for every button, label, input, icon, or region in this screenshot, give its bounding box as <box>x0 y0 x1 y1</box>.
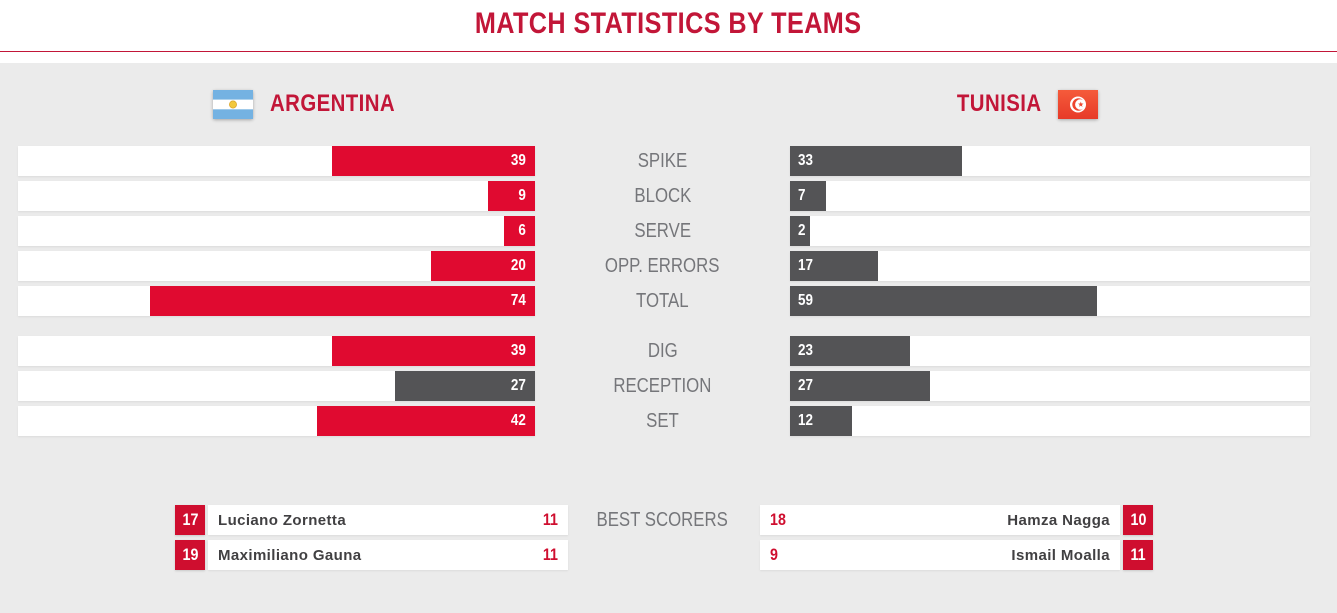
stats-comparison-chart: 39 SPIKE 33 9 BLOCK 7 6 SERVE 2 20 OPP. ERRORS 17 74… <box>18 146 1310 441</box>
scorer-row-maximiliano-gauna: 19 Maximiliano Gauna 11 <box>175 540 568 570</box>
stat-label-set: SET <box>646 410 679 432</box>
tunisia-flag-icon <box>1058 89 1098 119</box>
scorer-strip: 9 Ismail Moalla <box>760 540 1120 570</box>
stat-row-opp-errors: 20 OPP. ERRORS 17 <box>18 251 1310 281</box>
stat-label-reception: RECEPTION <box>613 375 712 397</box>
stat-value-home-serve: 6 <box>518 222 526 239</box>
stat-bar-home-reception: 27 <box>394 371 535 401</box>
scorer-row-hamza-nagga: 18 Hamza Nagga 10 <box>760 505 1153 535</box>
best-scorers-label: BEST SCORERS <box>596 509 729 531</box>
stat-label-total: TOTAL <box>636 290 689 312</box>
stat-track-home-spike: 39 <box>18 146 535 176</box>
team-header-home: ARGENTINA <box>213 89 417 119</box>
stat-track-home-set: 42 <box>18 406 535 436</box>
stat-track-home-block: 9 <box>18 181 535 211</box>
stat-label-block: BLOCK <box>634 185 691 207</box>
stat-label-dig: DIG <box>647 340 678 362</box>
stat-label-opp-errors: OPP. ERRORS <box>605 255 720 277</box>
stat-track-home-serve: 6 <box>18 216 535 246</box>
team-name-home: ARGENTINA <box>270 90 396 117</box>
stat-value-home-spike: 39 <box>511 152 526 169</box>
stat-bar-away-opp-errors: 17 <box>790 251 879 281</box>
jersey-number-badge: 17 <box>175 505 205 535</box>
player-points: 18 <box>770 510 786 529</box>
stat-track-home-dig: 39 <box>18 336 535 366</box>
argentina-flag-icon <box>213 89 253 119</box>
stat-bar-home-dig: 39 <box>332 336 535 366</box>
stat-track-away-spike: 33 <box>790 146 1310 176</box>
stat-track-away-opp-errors: 17 <box>790 251 1310 281</box>
stat-bar-away-dig: 23 <box>790 336 910 366</box>
stat-track-home-reception: 27 <box>18 371 535 401</box>
stat-value-home-reception: 27 <box>511 377 526 394</box>
stat-row-spike: 39 SPIKE 33 <box>18 146 1310 176</box>
player-name: Luciano Zornetta <box>218 511 347 529</box>
stat-value-home-opp-errors: 20 <box>511 257 526 274</box>
stat-track-away-total: 59 <box>790 286 1310 316</box>
stat-track-home-opp-errors: 20 <box>18 251 535 281</box>
stat-value-home-set: 42 <box>511 412 526 429</box>
team-name-away: TUNISIA <box>956 90 1041 117</box>
stat-bar-home-serve: 6 <box>503 216 535 246</box>
stat-row-block: 9 BLOCK 7 <box>18 181 1310 211</box>
stat-track-home-total: 74 <box>18 286 535 316</box>
stat-value-away-dig: 23 <box>798 342 813 359</box>
stat-track-away-reception: 27 <box>790 371 1310 401</box>
stat-bar-away-reception: 27 <box>790 371 931 401</box>
stat-bar-home-set: 42 <box>316 406 535 436</box>
stat-track-away-serve: 2 <box>790 216 1310 246</box>
scorer-strip: Maximiliano Gauna 11 <box>208 540 568 570</box>
player-points: 11 <box>542 545 558 564</box>
title-divider <box>0 51 1337 52</box>
stat-value-home-total: 74 <box>511 292 526 309</box>
player-name: Maximiliano Gauna <box>218 546 362 564</box>
stat-bar-away-total: 59 <box>790 286 1097 316</box>
page-header: MATCH STATISTICS BY TEAMS <box>0 0 1337 51</box>
stat-label-serve: SERVE <box>634 220 691 242</box>
scorer-strip: 18 Hamza Nagga <box>760 505 1120 535</box>
player-name: Hamza Nagga <box>1007 511 1110 529</box>
team-header-away: TUNISIA <box>942 89 1098 119</box>
stat-track-away-block: 7 <box>790 181 1310 211</box>
stat-row-serve: 6 SERVE 2 <box>18 216 1310 246</box>
stat-bar-away-block: 7 <box>790 181 827 211</box>
scorer-strip: Luciano Zornetta 11 <box>208 505 568 535</box>
stat-row-set: 42 SET 12 <box>18 406 1310 436</box>
jersey-number-badge: 11 <box>1123 540 1153 570</box>
player-points: 11 <box>542 510 558 529</box>
stat-track-away-dig: 23 <box>790 336 1310 366</box>
stats-panel: ARGENTINA TUNISIA <box>0 63 1337 613</box>
page-title: MATCH STATISTICS BY TEAMS <box>475 7 862 40</box>
player-points: 9 <box>770 545 778 564</box>
stat-bar-away-spike: 33 <box>790 146 962 176</box>
player-name: Ismail Moalla <box>1011 546 1110 564</box>
stat-row-total: 74 TOTAL 59 <box>18 286 1310 316</box>
stat-value-away-block: 7 <box>798 187 806 204</box>
stat-value-home-dig: 39 <box>511 342 526 359</box>
stat-label-spike: SPIKE <box>637 150 688 172</box>
jersey-number-badge: 19 <box>175 540 205 570</box>
stat-value-away-serve: 2 <box>798 222 806 239</box>
stat-bar-home-spike: 39 <box>332 146 535 176</box>
stat-bar-home-block: 9 <box>488 181 535 211</box>
scorer-row-ismail-moalla: 9 Ismail Moalla 11 <box>760 540 1153 570</box>
jersey-number-badge: 10 <box>1123 505 1153 535</box>
stat-bar-home-total: 74 <box>150 286 535 316</box>
best-scorers-away: 18 Hamza Nagga 10 9 Ismail Moalla 11 <box>760 505 1153 575</box>
scorer-row-luciano-zornetta: 17 Luciano Zornetta 11 <box>175 505 568 535</box>
stat-value-away-spike: 33 <box>798 152 813 169</box>
stat-value-away-reception: 27 <box>798 377 813 394</box>
stat-bar-away-set: 12 <box>790 406 853 436</box>
stat-bar-away-serve: 2 <box>790 216 810 246</box>
stat-row-reception: 27 RECEPTION 27 <box>18 371 1310 401</box>
best-scorers-home: 17 Luciano Zornetta 11 19 Maximiliano Gauna 1… <box>175 505 568 575</box>
stat-track-away-set: 12 <box>790 406 1310 436</box>
stat-row-dig: 39 DIG 23 <box>18 336 1310 366</box>
stat-bar-home-opp-errors: 20 <box>431 251 535 281</box>
stat-value-away-set: 12 <box>798 412 813 429</box>
stat-value-away-opp-errors: 17 <box>798 257 813 274</box>
stat-value-home-block: 9 <box>518 187 526 204</box>
stat-value-away-total: 59 <box>798 292 813 309</box>
